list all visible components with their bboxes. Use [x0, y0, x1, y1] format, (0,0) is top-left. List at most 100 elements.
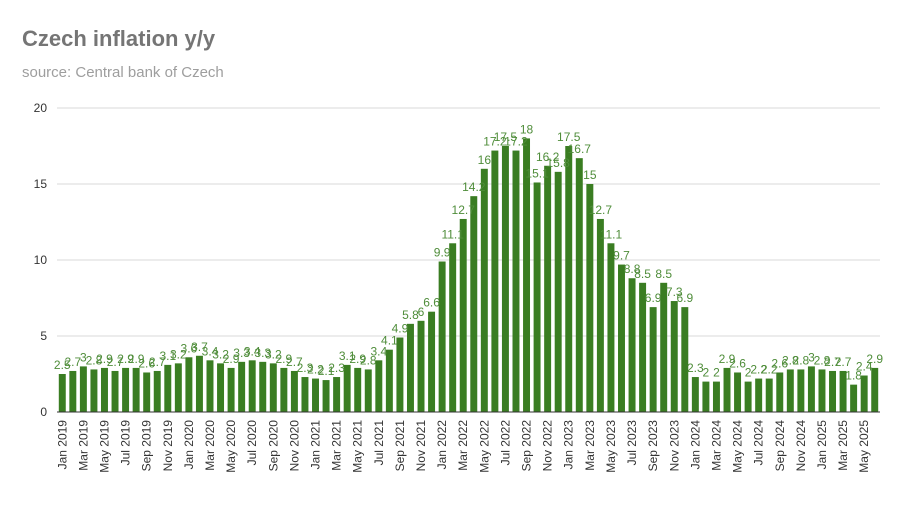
- bar: [618, 264, 625, 412]
- data-label: 12.7: [452, 203, 476, 217]
- x-tick-label: Jul 2019: [119, 420, 133, 466]
- bar: [596, 218, 604, 412]
- bar: [607, 243, 615, 412]
- data-label: 2.3: [687, 361, 704, 375]
- x-tick-label: Mar 2022: [456, 420, 470, 471]
- bar: [354, 367, 362, 412]
- gridlines: [57, 107, 880, 337]
- data-label: 6.9: [645, 291, 662, 305]
- bar: [776, 372, 784, 412]
- chart-subtitle: source: Central bank of Czech: [22, 64, 224, 81]
- data-label: 3.3: [233, 346, 250, 360]
- x-tick-label: May 2024: [731, 420, 745, 473]
- data-label: 2.1: [318, 364, 335, 378]
- x-tick-label: Nov 2020: [287, 420, 301, 472]
- data-label: 3.2: [212, 347, 229, 361]
- bar: [544, 165, 552, 412]
- data-label: 2.9: [866, 352, 883, 366]
- x-tick-label: Jan 2020: [182, 420, 196, 470]
- x-tick-label: Mar 2023: [583, 420, 597, 471]
- bar: [375, 360, 383, 412]
- data-label: 2.7: [835, 355, 852, 369]
- x-tick-label: Nov 2021: [414, 420, 428, 472]
- data-label: 17.5: [494, 130, 518, 144]
- data-label: 2: [703, 366, 710, 380]
- y-tick-label: 0: [40, 405, 47, 419]
- x-tick-label: Jan 2019: [55, 420, 69, 470]
- data-label: 4.9: [392, 322, 409, 336]
- bar: [301, 377, 309, 412]
- x-tick-label: Mar 2019: [76, 420, 90, 471]
- bar: [269, 363, 277, 412]
- data-label: 2.3: [328, 361, 345, 375]
- y-tick-label: 5: [40, 329, 47, 343]
- bar: [586, 184, 594, 412]
- bar: [290, 370, 298, 412]
- x-tick-label: Jul 2020: [245, 420, 259, 466]
- x-tick-label: May 2019: [97, 420, 111, 473]
- bar: [639, 282, 647, 412]
- data-label: 17.2: [483, 135, 507, 149]
- x-tick-label: Jan 2023: [562, 420, 576, 470]
- x-tick-label: Mar 2020: [203, 420, 217, 471]
- bar: [100, 367, 108, 412]
- data-label: 2.2: [761, 363, 778, 377]
- data-label: 2.8: [782, 353, 799, 367]
- bar: [501, 146, 509, 412]
- data-label: 15.1: [525, 166, 549, 180]
- bar: [712, 381, 720, 412]
- bar: [512, 150, 520, 412]
- data-label: 2.6: [729, 356, 746, 370]
- bar: [58, 374, 66, 412]
- data-label: 11.1: [441, 227, 464, 241]
- data-label: 16.7: [568, 142, 592, 156]
- bar: [259, 361, 267, 412]
- data-label: 16.2: [536, 150, 560, 164]
- data-label: 1.8: [845, 369, 862, 383]
- x-tick-label: Jul 2021: [372, 420, 386, 466]
- bar: [333, 377, 341, 412]
- data-label: 3.6: [181, 341, 198, 355]
- data-label: 5.8: [402, 308, 419, 322]
- bar: [860, 375, 868, 412]
- data-label: 8.8: [624, 262, 641, 276]
- bar: [174, 363, 182, 412]
- y-axis-ticks: 0 5 10 15 20: [34, 101, 48, 419]
- y-tick-label: 20: [34, 101, 48, 115]
- bar: [185, 357, 193, 412]
- bar: [153, 370, 161, 412]
- data-label: 7.3: [666, 285, 683, 299]
- x-tick-label: Sep 2021: [393, 420, 407, 472]
- bar: [417, 320, 425, 412]
- bar: [227, 367, 235, 412]
- bar: [871, 367, 879, 412]
- data-label: 17.5: [557, 130, 581, 144]
- bar: [533, 182, 541, 412]
- data-label: 2.8: [814, 353, 831, 367]
- data-label: 3.3: [254, 346, 271, 360]
- bar: [734, 372, 742, 412]
- bar: [628, 278, 636, 412]
- bar: [248, 360, 256, 412]
- bar: [132, 367, 140, 412]
- bar: [164, 364, 172, 412]
- bar: [396, 337, 404, 412]
- data-label: 3: [80, 350, 87, 364]
- data-label: 2.7: [64, 355, 81, 369]
- x-tick-label: Sep 2019: [140, 420, 154, 472]
- data-label: 2.9: [117, 352, 134, 366]
- bar: [90, 369, 98, 412]
- data-label: 2.2: [750, 363, 767, 377]
- bar: [818, 369, 826, 412]
- data-label: 6.6: [423, 296, 440, 310]
- bar: [449, 243, 457, 412]
- y-tick-label: 10: [34, 253, 48, 267]
- data-label: 15: [583, 168, 597, 182]
- data-label: 2.7: [149, 355, 166, 369]
- data-label: 2.8: [793, 353, 810, 367]
- bar: [649, 307, 657, 412]
- data-label: 2.7: [286, 355, 303, 369]
- data-label: 3.1: [159, 349, 176, 363]
- data-label: 3.4: [202, 344, 219, 358]
